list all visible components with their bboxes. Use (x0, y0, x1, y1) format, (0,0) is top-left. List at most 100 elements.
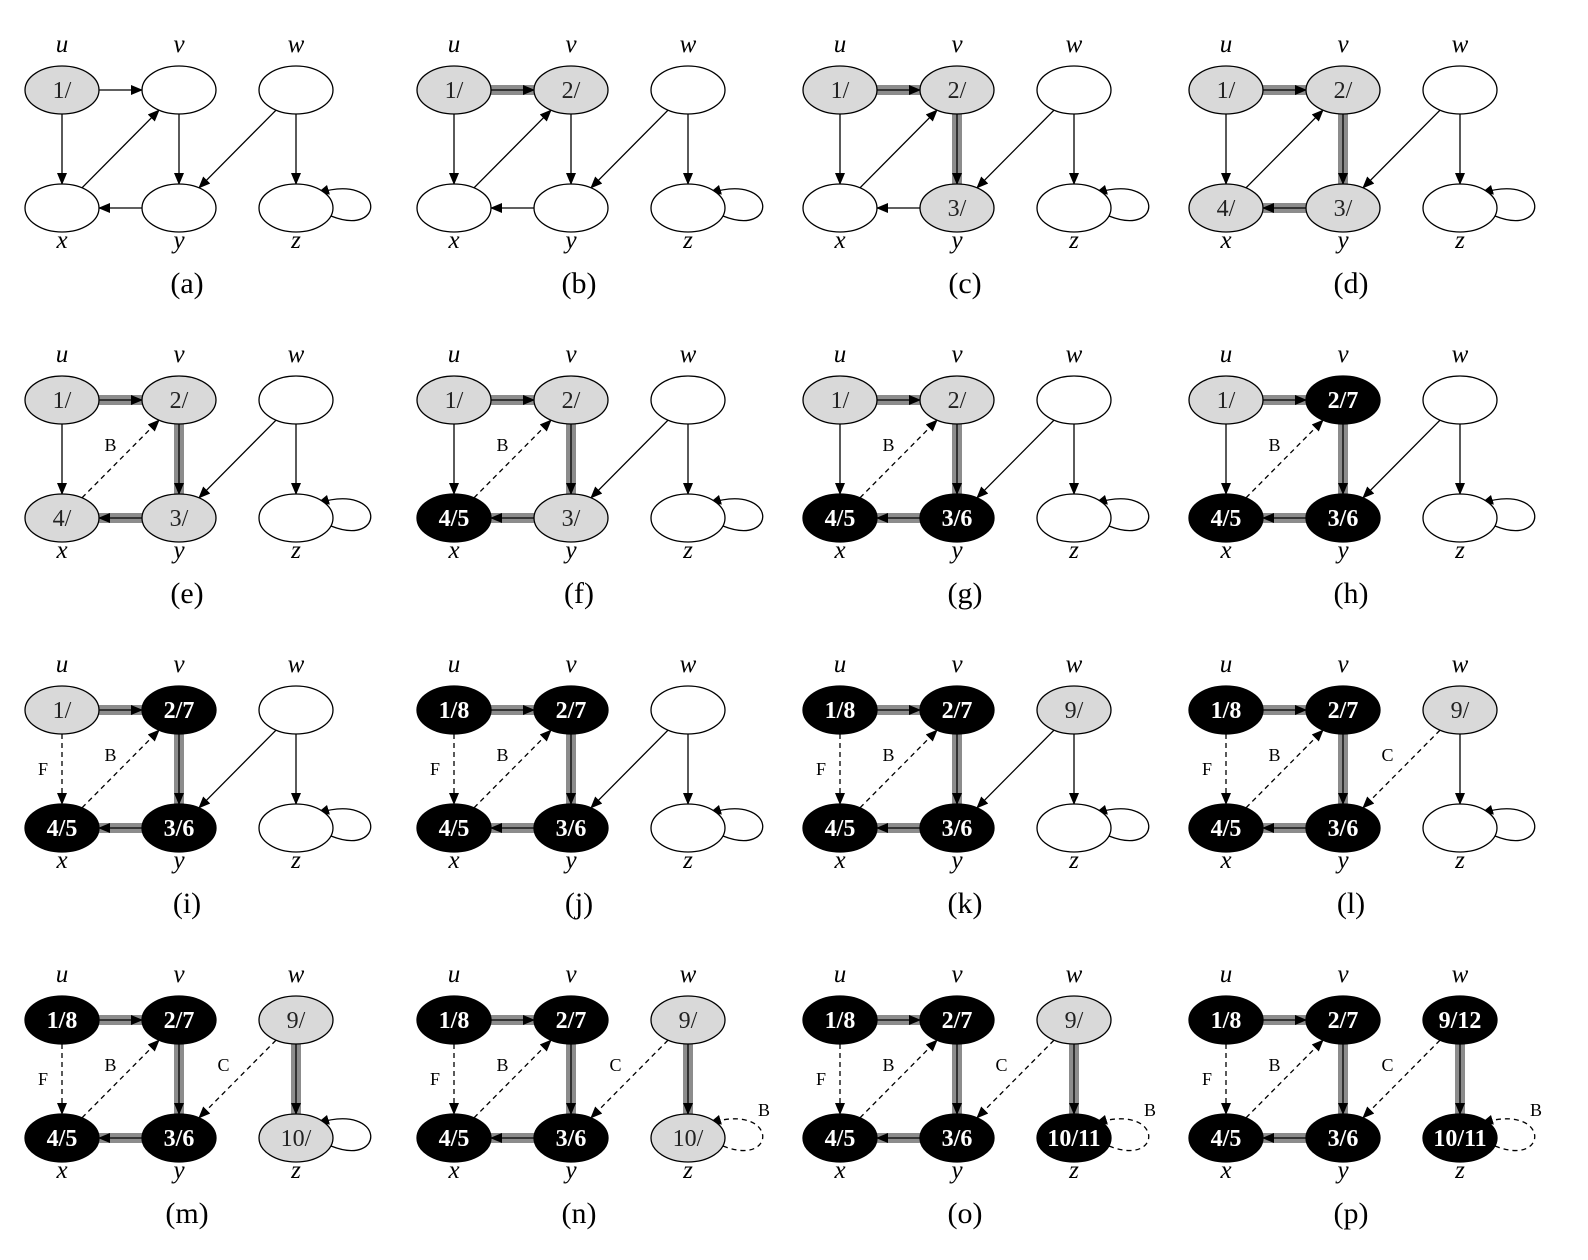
vertex-w: 9/12 w (1422, 961, 1498, 1045)
vertex-y: 3/6 y (141, 1113, 217, 1184)
edges: F B C B (1202, 1015, 1542, 1152)
vertex-z: z (258, 493, 334, 564)
vertex-timestamp: 10/ (281, 1126, 312, 1152)
panel-m: F B C 1/8 u 2/7 v 9/w 4/5 x 3/6 y 10/z (m) (24, 961, 372, 1230)
vertex-w: 9/w (258, 961, 334, 1045)
edge-line (198, 109, 277, 189)
vertex-name: u (1220, 341, 1233, 368)
vertex-name: v (565, 961, 577, 988)
vertex-shape (24, 685, 100, 735)
vertex-timestamp: 3/6 (1328, 816, 1359, 842)
vertex-shape (24, 1113, 100, 1163)
vertex-u: 1/u (802, 31, 878, 115)
vertex-v: 2/7 v (533, 651, 609, 735)
vertex-timestamp: 3/ (562, 506, 581, 532)
edge-z-z (317, 184, 372, 222)
vertex-name: y (948, 847, 963, 874)
vertex-u: 1/8 u (416, 651, 492, 735)
vertex-shape (416, 685, 492, 735)
edge-w-y: C (590, 1039, 669, 1119)
edge-x-v: B (1245, 419, 1324, 499)
panel-caption: (n) (562, 1197, 597, 1230)
edge-type-label: F (430, 759, 440, 779)
vertex-w: w (258, 341, 334, 425)
vertex-x: 4/x (1188, 183, 1264, 254)
vertex-timestamp: 2/7 (164, 698, 195, 724)
vertex-name: v (565, 341, 577, 368)
vertex-y: 3/6 y (533, 803, 609, 874)
vertex-timestamp: 1/ (53, 78, 72, 104)
vertex-name: w (680, 651, 697, 678)
panel-e: B1/u2/v w4/x3/y z(e) (24, 341, 372, 610)
vertex-shape (650, 995, 726, 1045)
panel-caption: (g) (948, 577, 983, 610)
vertex-timestamp: 1/8 (825, 698, 856, 724)
vertex-name: y (1334, 227, 1349, 254)
vertex-name: u (448, 961, 461, 988)
vertex-u: 1/u (24, 31, 100, 115)
edge-x-v: B (473, 419, 552, 499)
panel-n: F B C B 1/8 u 2/7 v 9/w 4/5 x 3/6 y 10/z (n) (416, 961, 770, 1230)
vertex-z: 10/11 z (1422, 1113, 1498, 1184)
vertex-timestamp: 2/7 (942, 1008, 973, 1034)
edge-w-y (590, 419, 669, 499)
vertex-x: 4/5 x (802, 493, 878, 564)
vertex-shape (258, 803, 334, 853)
vertex-shape (1305, 803, 1381, 853)
vertex-name: y (562, 227, 577, 254)
vertex-w: w (650, 31, 726, 115)
vertex-name: y (562, 537, 577, 564)
vertex-name: w (1452, 961, 1469, 988)
vertex-name: u (56, 31, 69, 58)
vertex-timestamp: 2/ (170, 388, 189, 414)
vertex-name: y (948, 1157, 963, 1184)
vertex-x: 4/5 x (802, 803, 878, 874)
vertex-z: z (1422, 803, 1498, 874)
edges: B (835, 395, 1150, 532)
panel-b: 1/u 2/v w x y z (b) (416, 31, 764, 300)
vertex-timestamp: 2/7 (1328, 1008, 1359, 1034)
vertex-w: 9/w (1036, 651, 1112, 735)
vertex-z: z (1422, 493, 1498, 564)
vertex-shape (416, 65, 492, 115)
edge-line (473, 729, 552, 809)
panel-caption: (k) (948, 887, 983, 920)
vertex-name: w (680, 31, 697, 58)
vertex-timestamp: 2/ (1334, 78, 1353, 104)
vertex-name: v (565, 31, 577, 58)
vertex-z: z (1036, 183, 1112, 254)
edge-w-y (976, 109, 1055, 189)
vertex-u: 1/u (416, 341, 492, 425)
edge-type-label: C (996, 1055, 1008, 1075)
edge-u-x: F (1202, 734, 1231, 805)
edge-line (1362, 109, 1441, 189)
vertex-y: 3/y (141, 493, 217, 564)
panel-o: F B C B 1/8 u 2/7 v 9/w 4/5 x 3/6 y 10/11 z (o) (802, 961, 1156, 1230)
edge-line (709, 494, 764, 532)
edge-line (81, 729, 160, 809)
edges: F B C B (430, 1015, 770, 1152)
vertex-name: w (1452, 31, 1469, 58)
vertex-y: 3/6 y (919, 493, 995, 564)
edge-type-label: B (883, 1055, 895, 1075)
edge-line (1481, 1114, 1536, 1152)
edges: FB (816, 705, 1150, 842)
edge-u-x: F (1202, 1044, 1231, 1115)
edge-line (81, 109, 160, 189)
vertex-name: u (56, 651, 69, 678)
vertex-x: 4/5 x (24, 1113, 100, 1184)
vertex-z: z (1422, 183, 1498, 254)
edge-line (81, 419, 160, 499)
vertices: 1/u 2/7 v w 4/5 x 3/6 y z (24, 651, 334, 874)
edge-type-label: B (883, 435, 895, 455)
vertices: 1/u 2/v w x y z (416, 31, 726, 254)
vertex-name: w (288, 31, 305, 58)
vertex-timestamp: 1/ (53, 388, 72, 414)
vertex-shape (1422, 995, 1498, 1045)
edge-w-y (590, 109, 669, 189)
vertex-shape (141, 685, 217, 735)
vertex-shape (1036, 1113, 1112, 1163)
vertex-name: u (448, 341, 461, 368)
vertex-timestamp: 4/ (1217, 196, 1236, 222)
edge-type-label: B (1269, 435, 1281, 455)
